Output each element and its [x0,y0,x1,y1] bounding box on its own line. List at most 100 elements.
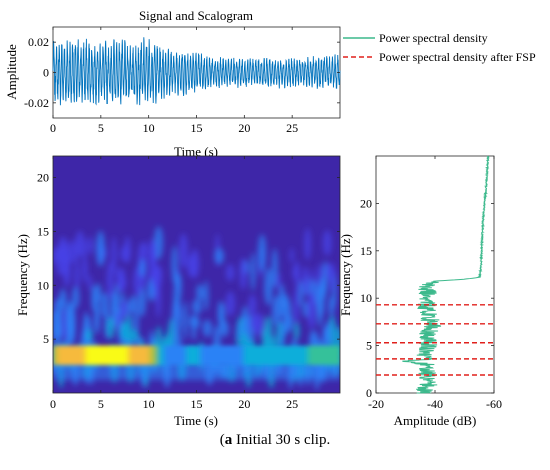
scalogram-blob [203,280,209,312]
scalogram-blob [178,233,188,269]
psd-y-tick-label: 10 [360,291,372,305]
scalogram-blob [100,292,109,318]
scalogram-band [53,345,340,365]
scalogram-y-tick-label: 5 [43,332,49,346]
scalogram-blob [111,236,117,273]
figure-caption: (a Initial 30 s clip. [219,432,331,448]
scalogram-blob [55,243,65,276]
scalogram-blob [94,306,100,335]
scalogram-blob [191,299,202,315]
scalogram-blob [152,265,162,291]
scalogram-blob [65,300,75,336]
signal-trace [52,37,341,106]
scalogram-blob [114,283,119,310]
scalogram-blob [278,283,286,318]
scalogram-blob [53,298,64,317]
caption-label: a [224,432,233,448]
scalogram-blob [148,238,157,268]
scalogram-blob [71,286,80,309]
psd-x-label: Amplitude (dB) [394,413,477,428]
scalogram-blob [187,254,197,278]
scalogram-y-tick-label: 15 [37,224,49,238]
scalogram-blob [106,261,114,300]
psd-y-tick-label: 5 [366,339,372,353]
scalogram-blob [143,241,148,258]
signal-y-tick-label: -0.02 [24,96,49,110]
psd-y-ticks: 0 5 10 15 20 [360,196,494,400]
signal-title: Signal and Scalogram [139,8,253,23]
signal-y-tick-label: 0 [43,66,49,80]
psd-x-ticks: -20 -40 -60 [368,156,502,411]
scalogram-x-tick-label: 0 [50,397,56,411]
scalogram-blob [225,264,235,282]
scalogram-blob [82,259,88,283]
scalogram-blob [115,312,121,331]
scalogram-y-tick-label: 20 [37,171,49,185]
scalogram-y-tick-label: 10 [37,278,49,292]
psd-series [402,155,490,394]
scalogram-blob [271,248,278,288]
scalogram-blob [183,300,188,340]
signal-x-tick-label: 20 [238,121,250,135]
scalogram-blob [96,230,106,267]
scalogram-blob [117,273,125,292]
scalogram-blob [173,282,179,318]
scalogram-blob [217,300,223,326]
scalogram-blob [237,321,242,342]
signal-line [52,37,341,106]
psd-y-tick-label: 15 [360,244,372,258]
scalogram-blob [119,321,130,341]
scalogram-blob [124,236,131,264]
psd-x-tick-label: -40 [427,397,443,411]
scalogram-blob [289,247,295,263]
scalogram-x-tick-label: 25 [286,397,298,411]
scalogram-x-tick-label: 20 [238,397,250,411]
scalogram-blob [68,239,75,264]
scalogram-x-tick-label: 10 [143,397,155,411]
signal-x-ticks: 0 5 10 15 20 25 [50,27,298,135]
scalogram-blob [283,296,289,336]
caption-text: Initial 30 s clip. [232,432,331,448]
psd-line [402,155,490,394]
psd-y-label: Frequency (Hz) [338,234,353,316]
scalogram-blob [316,284,325,319]
psd-axes-box [375,155,495,394]
signal-x-tick-label: 5 [98,121,104,135]
scalogram-blob [87,236,93,255]
signal-y-label: Amplitude [4,44,19,100]
legend-psd-label: Power spectral density [379,31,488,45]
signal-x-tick-label: 0 [50,121,56,135]
scalogram-blob [239,258,247,290]
scalogram-x-tick-label: 15 [191,397,203,411]
scalogram-blob [304,228,311,261]
signal-y-tick-label: 0.02 [28,35,49,49]
signal-x-tick-label: 15 [191,121,203,135]
scalogram-blob [120,300,128,319]
scalogram-blob [74,262,80,292]
scalogram-blob [326,319,332,354]
scalogram-blob [129,329,139,343]
psd-panel: 0 5 10 15 20 -20 -40 -60 Frequency (Hz) Amplit… [338,155,502,428]
scalogram-blob [154,226,164,260]
scalogram-blob [248,294,257,317]
scalogram-blob [302,266,309,296]
psd-y-tick-label: 0 [366,386,372,400]
psd-fsp-markers [376,304,494,376]
signal-x-tick-label: 10 [143,121,155,135]
scalogram-blob [276,273,281,290]
scalogram-blob [214,248,225,265]
scalogram-panel: 5 10 15 20 0 5 10 15 20 25 Frequency (Hz) Time (… [15,155,341,428]
scalogram-blob [254,312,264,337]
scalogram-blob [293,288,300,326]
scalogram-y-ticks: 5 10 15 20 [37,171,340,346]
scalogram-blob [73,238,79,268]
scalogram-x-tick-label: 5 [98,397,104,411]
scalogram-blob [53,308,60,343]
psd-x-tick-label: -60 [486,397,502,411]
signal-x-tick-label: 25 [286,121,298,135]
scalogram-x-label: Time (s) [174,413,218,428]
scalogram-blob [189,314,197,329]
scalogram-blob [264,267,273,306]
